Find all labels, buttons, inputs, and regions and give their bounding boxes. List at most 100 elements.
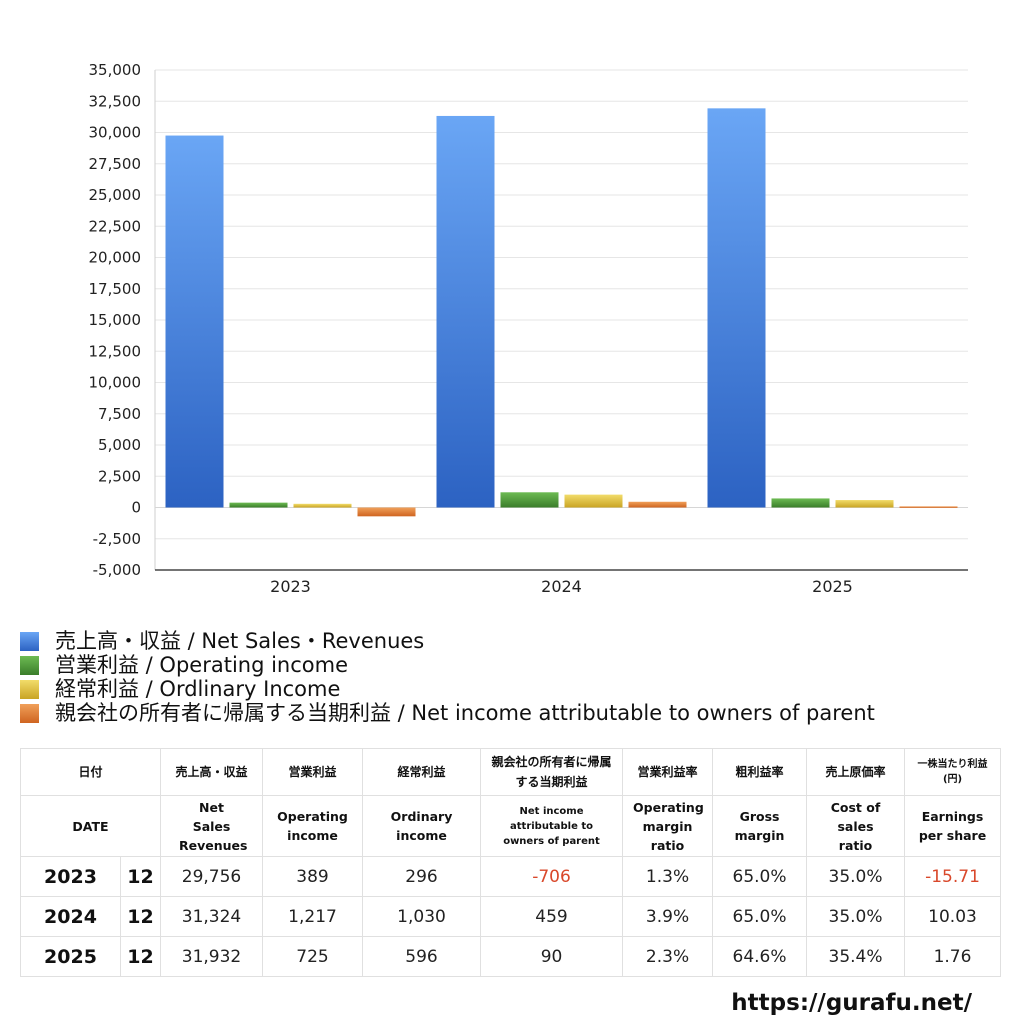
legend-label-net-sales: 売上高・収益 / Net Sales・Revenues [55, 629, 425, 653]
y-tick-label: -2,500 [93, 530, 141, 548]
cell-net-sales: 31,324 [160, 896, 264, 937]
y-tick-label: 17,500 [89, 280, 142, 298]
y-tick-label: 22,500 [89, 217, 142, 235]
bar-2025-series-3 [835, 500, 894, 508]
header-net-income-en: Net income attributable to owners of par… [480, 795, 624, 857]
cell-net-income: 459 [480, 896, 624, 937]
header-date-en: DATE [19, 795, 162, 857]
x-tick-label: 2023 [270, 577, 311, 596]
bar-2025-series-1 [707, 108, 766, 508]
cell-operating-margin: 3.9% [622, 896, 714, 937]
header-operating-margin-jp: 営業利益率 [622, 748, 714, 796]
header-operating-income-en: Operating income [262, 795, 364, 857]
site-url-link[interactable]: https://gurafu.net/ [731, 990, 972, 1016]
header-net-income-jp: 親会社の所有者に帰属する当期利益 [480, 748, 624, 796]
header-cost-of-sales-en: Cost of sales ratio [806, 795, 906, 857]
row-month: 12 [119, 856, 162, 897]
row-year: 2023 [20, 856, 121, 897]
y-tick-label: 27,500 [89, 155, 142, 173]
cell-operating-income: 389 [262, 856, 364, 897]
legend-label-operating-income: 営業利益 / Operating income [55, 653, 349, 677]
legend-label-net-income: 親会社の所有者に帰属する当期利益 / Net income attributab… [55, 701, 875, 725]
cell-operating-income: 1,217 [262, 896, 364, 937]
y-tick-label: 15,000 [89, 311, 142, 329]
x-tick-label: 2025 [812, 577, 853, 596]
cell-operating-margin: 2.3% [622, 936, 714, 977]
chart-legend: 売上高・収益 / Net Sales・Revenues 営業利益 / Opera… [20, 629, 1020, 725]
bar-2024-series-4 [628, 501, 687, 508]
header-eps-en: Earnings per share [904, 795, 1002, 857]
table-header-jp: 日付 売上高・収益 営業利益 経常利益 親会社の所有者に帰属する当期利益 営業利… [19, 748, 1002, 796]
cell-eps: 1.76 [904, 936, 1002, 977]
y-tick-label: 5,000 [98, 436, 141, 454]
y-tick-label: 35,000 [89, 61, 142, 79]
legend-item-net-sales: 売上高・収益 / Net Sales・Revenues [20, 629, 1020, 653]
header-cost-of-sales-jp: 売上原価率 [806, 748, 906, 796]
header-operating-income-jp: 営業利益 [262, 748, 364, 796]
bar-2024-series-1 [436, 115, 495, 508]
header-eps-jp: 一株当たり利益(円) [904, 748, 1002, 796]
bar-2024-series-3 [564, 494, 623, 508]
cell-net-income: -706 [480, 856, 624, 897]
cell-gross-margin: 64.6% [712, 936, 808, 977]
legend-item-ordinary-income: 経常利益 / Ordlinary Income [20, 677, 1020, 701]
header-operating-margin-en: Operating margin ratio [622, 795, 714, 857]
cell-ordinary-income: 1,030 [362, 896, 482, 937]
bar-2023-series-3 [293, 503, 352, 508]
legend-item-net-income: 親会社の所有者に帰属する当期利益 / Net income attributab… [20, 701, 1020, 725]
legend-swatch-ordinary-income [20, 679, 39, 699]
bar-2025-series-4 [899, 506, 958, 508]
y-tick-label: 0 [131, 499, 141, 517]
bar-chart: 35,000 32,500 30,000 27,500 25,000 22,500 20,0… [89, 61, 968, 596]
header-net-sales-jp: 売上高・収益 [160, 748, 264, 796]
y-tick-label: 10,000 [89, 374, 142, 392]
bar-2023-series-4 [357, 507, 416, 517]
cell-eps: 10.03 [904, 896, 1002, 937]
cell-net-sales: 29,756 [160, 856, 264, 897]
y-tick-label: 2,500 [98, 467, 141, 485]
legend-item-operating-income: 営業利益 / Operating income [20, 653, 1020, 677]
table-row: 2024 12 31,324 1,217 1,030 459 3.9% 65.0… [20, 896, 1002, 937]
cell-operating-income: 725 [262, 936, 364, 977]
y-tick-label: 25,000 [89, 186, 142, 204]
bar-2024-series-2 [500, 492, 559, 508]
cell-ordinary-income: 296 [362, 856, 482, 897]
bar-2025-series-2 [771, 498, 830, 508]
cell-eps: -15.71 [904, 856, 1002, 897]
header-date-jp: 日付 [19, 748, 162, 796]
legend-label-ordinary-income: 経常利益 / Ordlinary Income [55, 677, 341, 701]
legend-swatch-net-income [20, 703, 39, 723]
cell-net-sales: 31,932 [160, 936, 264, 977]
cell-gross-margin: 65.0% [712, 856, 808, 897]
cell-cost-of-sales: 35.4% [806, 936, 906, 977]
table-header-en: DATE Net Sales Revenues Operating income… [19, 795, 1002, 857]
row-year: 2025 [20, 936, 121, 977]
y-tick-label: 7,500 [98, 405, 141, 423]
x-tick-label: 2024 [541, 577, 582, 596]
y-tick-label: 12,500 [89, 342, 142, 360]
table-row: 2023 12 29,756 389 296 -706 1.3% 65.0% 3… [20, 856, 1002, 897]
header-gross-margin-en: Gross margin [712, 795, 808, 857]
header-ordinary-income-jp: 経常利益 [362, 748, 482, 796]
chart-svg: 35,000 32,500 30,000 27,500 25,000 22,500 20,0… [89, 61, 968, 596]
row-month: 12 [119, 896, 162, 937]
bar-2023-series-2 [229, 502, 288, 508]
bar-2023-series-1 [165, 135, 224, 508]
cell-operating-margin: 1.3% [622, 856, 714, 897]
y-tick-label: 20,000 [89, 249, 142, 267]
cell-cost-of-sales: 35.0% [806, 896, 906, 937]
y-tick-label: -5,000 [93, 561, 141, 579]
table-row: 2025 12 31,932 725 596 90 2.3% 64.6% 35.… [20, 936, 1002, 977]
cell-net-income: 90 [480, 936, 624, 977]
financial-data-table: 日付 売上高・収益 営業利益 経常利益 親会社の所有者に帰属する当期利益 営業利… [19, 748, 1002, 977]
legend-swatch-net-sales [20, 631, 39, 651]
row-month: 12 [119, 936, 162, 977]
cell-ordinary-income: 596 [362, 936, 482, 977]
cell-cost-of-sales: 35.0% [806, 856, 906, 897]
cell-gross-margin: 65.0% [712, 896, 808, 937]
y-tick-label: 30,000 [89, 124, 142, 142]
header-ordinary-income-en: Ordinary income [362, 795, 482, 857]
row-year: 2024 [20, 896, 121, 937]
y-tick-label: 32,500 [89, 92, 142, 110]
header-gross-margin-jp: 粗利益率 [712, 748, 808, 796]
